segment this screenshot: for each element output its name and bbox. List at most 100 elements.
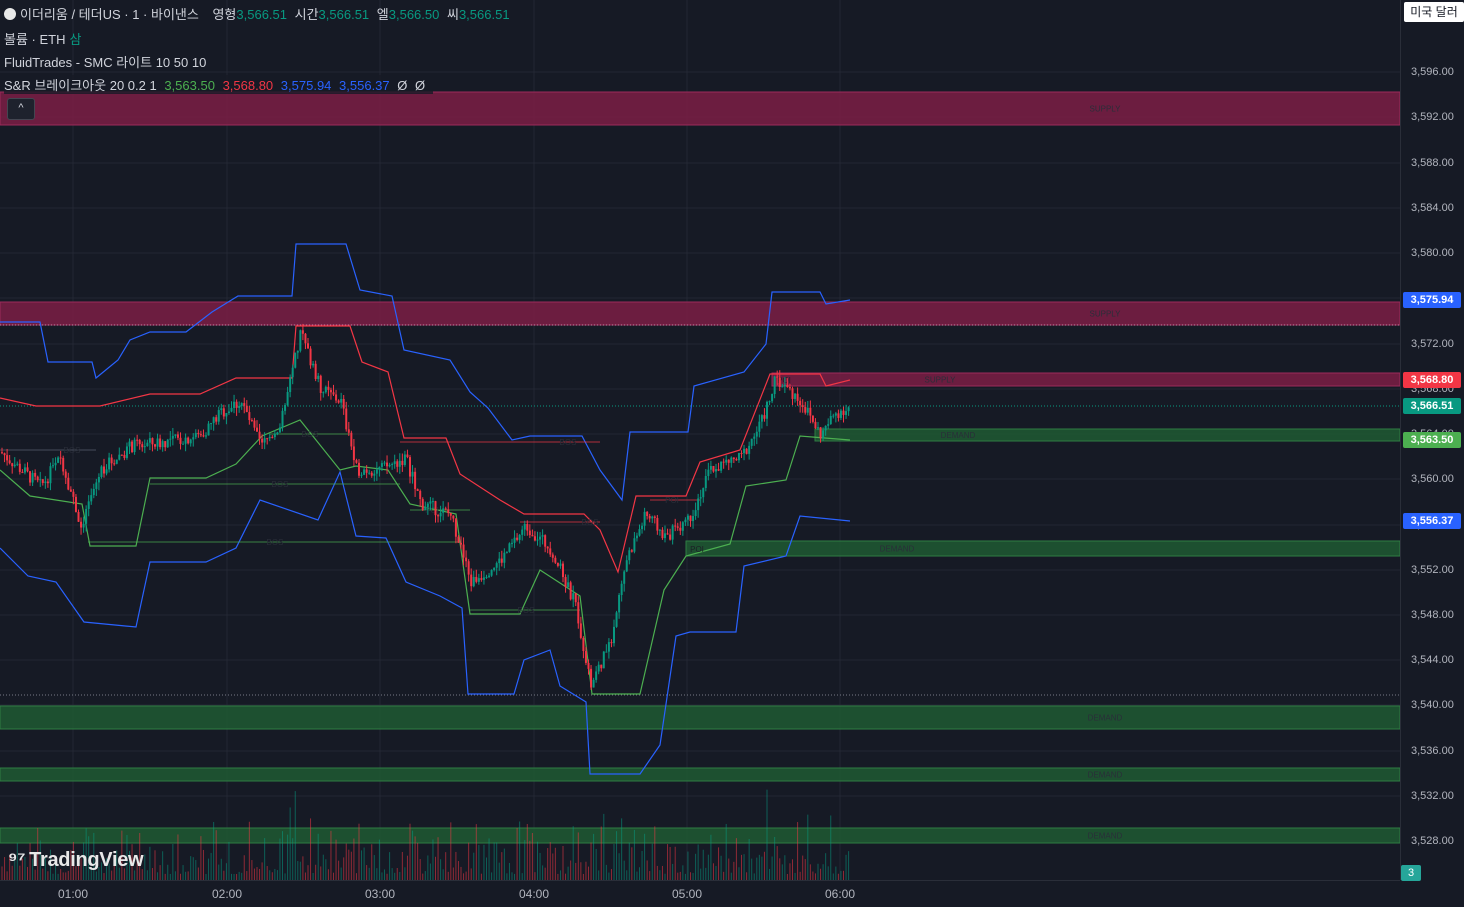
volume-bar <box>807 814 809 880</box>
demand-zone-label: DEMAND <box>1088 832 1123 841</box>
volume-bar <box>409 823 411 880</box>
volume-bar <box>44 856 46 880</box>
smc-legend[interactable]: FluidTrades - SMC 라이트 10 50 10 <box>4 52 210 71</box>
candle-body <box>332 392 335 395</box>
candlestick-chart[interactable]: SUPPLY SUPPLY SUPPLY DEMAND DEMAND DEMAND DEMA… <box>0 0 1400 880</box>
volume-bar <box>554 847 556 880</box>
volume-bar <box>452 867 454 880</box>
volume-bar <box>157 872 159 880</box>
volume-bar <box>529 840 531 880</box>
candle-body <box>546 546 549 549</box>
candle-body <box>373 473 376 476</box>
candle-body <box>526 523 529 531</box>
volume-bar <box>786 873 788 880</box>
volume-bar <box>506 873 508 880</box>
volume-legend[interactable]: 볼륨 · ETH 삼 <box>4 29 85 48</box>
candle-body <box>375 469 378 474</box>
time-tick-label: 04:00 <box>518 887 550 901</box>
scale-badge[interactable]: 3 <box>1401 865 1421 881</box>
bos-label: BOS <box>267 538 284 547</box>
candle-body <box>182 443 185 445</box>
price-tick-label: 3,560.00 <box>1411 473 1454 485</box>
candle-body <box>194 432 197 438</box>
volume-bar <box>445 852 447 880</box>
volume-bar <box>692 872 694 880</box>
collapse-legend-button[interactable]: ^ <box>7 98 35 120</box>
candle-body <box>470 574 473 587</box>
candle-body <box>635 535 638 539</box>
volume-bar <box>442 869 444 880</box>
candle-body <box>651 516 654 519</box>
candle-body <box>261 438 264 443</box>
volume-bar <box>608 872 610 880</box>
candle-body <box>567 582 570 588</box>
volume-bar <box>468 842 470 880</box>
symbol-title[interactable]: 이더리움 / 테더US · 1 · 바이낸스 <box>20 7 199 22</box>
candle-body <box>839 410 842 418</box>
volume-bar <box>208 858 210 880</box>
volume-bar <box>361 850 363 880</box>
volume-bar <box>539 852 541 880</box>
candle-body <box>590 668 593 688</box>
volume-bar <box>185 871 187 880</box>
candle-body <box>727 459 730 463</box>
volume-bar <box>322 854 324 880</box>
volume-bar <box>49 849 51 880</box>
candle-body <box>92 488 95 496</box>
volume-bar <box>562 845 564 880</box>
sr-breakout-legend[interactable]: S&R 브레이크아웃 20 0.2 1 3,563.50 3,568.80 3,… <box>4 75 434 94</box>
volume-bar <box>389 852 391 880</box>
candle-body <box>335 394 338 401</box>
candle-body <box>528 530 531 536</box>
candle-body <box>465 557 468 562</box>
candle-body <box>358 462 360 476</box>
candle-body <box>225 412 228 417</box>
candle-body <box>268 437 271 439</box>
volume-bar <box>60 868 62 880</box>
time-tick-label: 01:00 <box>57 887 89 901</box>
candle-body <box>266 438 269 440</box>
volume-bar <box>116 850 118 880</box>
candle-body <box>439 512 442 517</box>
candle-body <box>59 457 62 459</box>
volume-bar <box>100 862 102 880</box>
volume-bar <box>457 861 459 880</box>
volume-bar <box>32 858 34 880</box>
volume-bar <box>149 846 151 880</box>
price-tick-label: 3,580.00 <box>1411 247 1454 259</box>
symbol-legend[interactable]: 이더리움 / 테더US · 1 · 바이낸스 영형3,566.51 시간3,56… <box>4 4 514 23</box>
volume-bar <box>70 850 72 880</box>
time-tick-label: 05:00 <box>671 887 703 901</box>
chart-pane[interactable]: SUPPLY SUPPLY SUPPLY DEMAND DEMAND DEMAND DEMA… <box>0 0 1400 880</box>
candle-body <box>587 662 590 669</box>
price-scale[interactable]: 3,596.00 3,592.00 3,588.00 3,584.00 3,580.00… <box>1400 0 1464 880</box>
volume-bar <box>177 834 179 880</box>
volume-bar <box>521 873 523 880</box>
volume-bar <box>67 870 69 880</box>
candle-body <box>786 384 789 388</box>
candle-body <box>837 413 840 418</box>
volume-bar <box>297 861 299 880</box>
volume-bar <box>223 870 225 880</box>
candle-body <box>312 363 315 366</box>
volume-bar <box>391 868 393 880</box>
volume-bar <box>85 828 87 880</box>
candle-body <box>97 476 100 483</box>
candle-body <box>278 427 281 433</box>
volume-bar <box>455 851 457 880</box>
volume-bar <box>588 866 589 880</box>
currency-button[interactable]: 미국 달러 <box>1404 2 1464 22</box>
time-scale[interactable]: 01:00 02:00 03:00 04:00 05:00 06:00 <box>0 880 1400 907</box>
volume-bar <box>789 863 791 880</box>
volume-bar <box>98 866 100 880</box>
candle-body <box>34 472 37 477</box>
candle-body <box>801 405 804 408</box>
volume-bar <box>621 818 623 880</box>
candle-body <box>658 529 661 531</box>
candle-body <box>64 471 67 478</box>
candle-body <box>240 403 243 406</box>
candle-body <box>1 452 3 454</box>
volume-bar <box>427 855 429 880</box>
tradingview-logo[interactable]: ⁹⁷ TradingView <box>8 849 144 872</box>
volume-bar <box>710 834 712 880</box>
